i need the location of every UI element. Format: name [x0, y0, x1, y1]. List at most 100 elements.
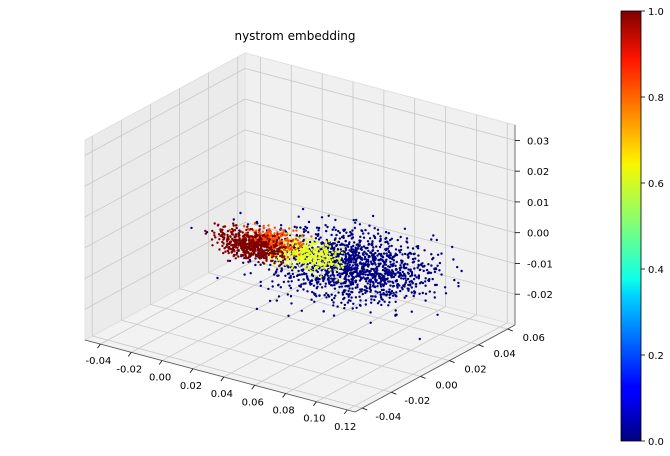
scatter-point	[369, 283, 372, 286]
scatter-point	[385, 290, 388, 293]
scatter-point	[359, 299, 362, 302]
scatter-point	[360, 267, 364, 270]
scatter-point	[220, 230, 223, 233]
scatter-point	[211, 244, 214, 247]
scatter-point	[369, 260, 373, 263]
scatter-point	[352, 253, 355, 256]
scatter-point	[347, 278, 350, 282]
colorbar: 0.0 0.2 0.4 0.6 0.8 1.0	[620, 7, 664, 448]
scatter-point	[252, 253, 255, 256]
scatter-point	[433, 296, 436, 299]
scatter-point	[392, 275, 396, 279]
scatter-point	[228, 259, 232, 263]
axis-ticks: -0.04-0.020.000.020.040.060.080.100.12-0…	[85, 136, 552, 433]
scatter-point	[390, 289, 394, 293]
scatter-point	[310, 298, 313, 301]
scatter-point	[365, 270, 368, 273]
scatter-point	[354, 286, 357, 289]
axis-panes	[83, 52, 517, 413]
scatter-point	[304, 265, 307, 268]
scatter-point	[375, 245, 378, 248]
scatter-point	[374, 267, 377, 270]
scatter-point	[280, 234, 283, 238]
scatter-point	[354, 253, 358, 256]
scatter-point	[398, 266, 401, 270]
scatter-point	[233, 253, 236, 257]
scatter-point	[225, 243, 229, 246]
scatter-point	[225, 245, 228, 248]
scatter-point	[338, 272, 341, 275]
scatter-point	[244, 240, 247, 243]
scatter-point	[443, 286, 447, 289]
scatter-point	[249, 235, 253, 238]
scatter-point	[349, 230, 352, 234]
scatter-point	[298, 242, 301, 246]
scatter-point	[344, 262, 347, 265]
scatter-point	[230, 227, 234, 231]
scatter-point	[430, 253, 433, 256]
scatter-point	[335, 244, 338, 248]
scatter-point	[318, 259, 321, 263]
scatter-point	[267, 287, 270, 291]
scatter-point	[231, 246, 235, 249]
scatter-point	[393, 254, 397, 257]
scatter-point	[204, 229, 207, 233]
grid-line	[244, 160, 516, 234]
scatter-point	[232, 218, 235, 221]
scatter-point	[400, 259, 403, 262]
scatter-point	[403, 285, 406, 288]
scatter-point	[392, 291, 395, 295]
x-tick-label: 0.04	[211, 389, 233, 400]
scatter-point	[240, 253, 243, 257]
scatter-point	[367, 265, 370, 268]
scatter-point	[389, 263, 393, 266]
scatter-point	[384, 267, 387, 270]
scatter-point	[373, 285, 376, 289]
scatter-point	[235, 253, 238, 256]
scatter-point	[341, 235, 344, 239]
scatter-point	[265, 259, 268, 262]
scatter-point	[325, 296, 328, 299]
scatter-point	[245, 228, 248, 232]
scatter-point	[228, 247, 231, 250]
grid-line	[84, 160, 246, 249]
scatter-point	[348, 259, 352, 262]
scatter-point	[258, 229, 261, 232]
axes-3d: -0.04-0.020.000.020.040.060.080.100.12-0…	[83, 52, 553, 433]
scatter-point	[429, 271, 433, 275]
scatter-point	[355, 218, 358, 222]
x-tick-mark	[127, 352, 132, 357]
scatter-point	[307, 257, 311, 261]
scatter-point	[424, 280, 427, 283]
scatter-point	[405, 294, 408, 298]
y-tick-mark	[478, 344, 484, 348]
scatter-point	[416, 245, 420, 248]
scatter-point	[360, 290, 363, 293]
scatter-point	[254, 241, 257, 244]
scatter-point	[329, 250, 332, 254]
scatter-point	[460, 269, 463, 273]
scatter-point	[301, 254, 304, 258]
scatter-point	[433, 267, 436, 270]
scatter-point	[358, 295, 361, 298]
scatter-point	[232, 233, 235, 236]
scatter-point	[389, 284, 392, 287]
scatter-point	[300, 283, 303, 286]
scatter-point	[223, 247, 226, 250]
scatter-point	[268, 248, 272, 251]
scatter-point	[248, 258, 252, 262]
scatter-point	[277, 258, 281, 261]
scatter-point	[367, 232, 370, 235]
scatter-point	[299, 285, 302, 288]
scatter-point	[314, 257, 317, 260]
y-tick-label: -0.04	[375, 412, 401, 423]
scatter-point	[414, 257, 417, 260]
colorbar-tick-label: 0.0	[648, 437, 664, 448]
scatter-point	[335, 233, 338, 237]
scatter-point	[294, 258, 297, 261]
scatter-point	[359, 235, 362, 238]
scatter-point	[399, 264, 402, 267]
scatter-point	[257, 255, 261, 258]
scatter-point	[330, 277, 333, 280]
scatter-point	[354, 258, 358, 262]
